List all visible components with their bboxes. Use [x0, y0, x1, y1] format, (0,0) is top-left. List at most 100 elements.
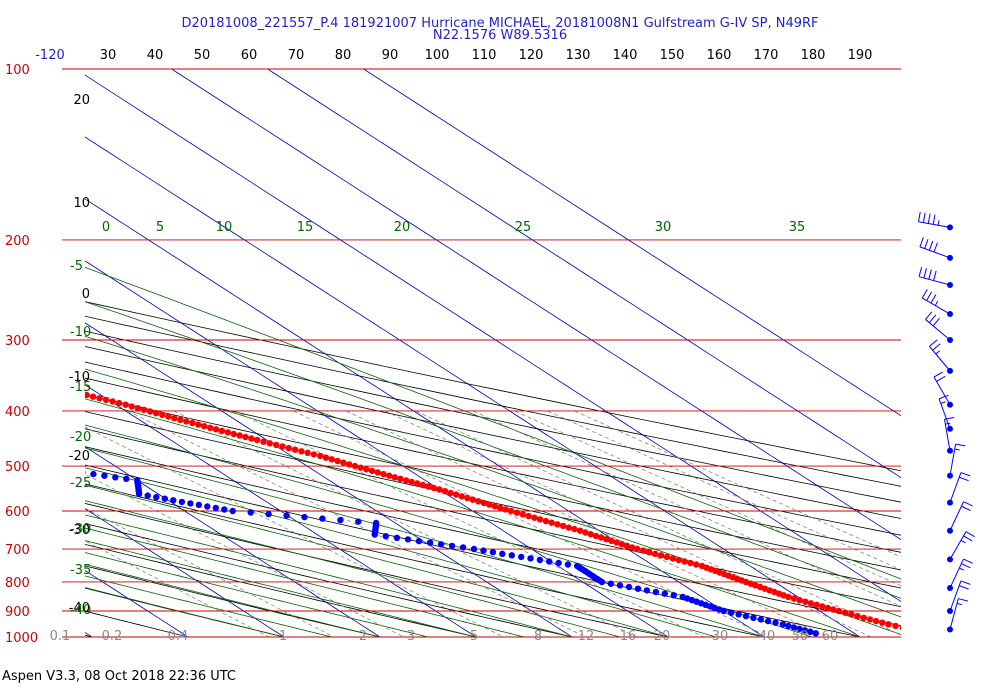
mixing-ratio-label: 1 — [279, 629, 287, 644]
temperature-point — [115, 399, 123, 407]
temperature-point — [571, 525, 578, 533]
temperature-point — [885, 621, 892, 628]
mixing-ratio-label: 30 — [712, 629, 729, 644]
temperature-point — [623, 542, 631, 549]
mixing-ratio-line — [85, 473, 404, 638]
temperature-point — [212, 426, 220, 433]
dewpoint-point — [426, 539, 434, 546]
wind-barb-flag — [928, 314, 937, 323]
isotherm-line — [85, 322, 573, 638]
dewpoint-point — [652, 588, 660, 596]
mixing-ratio-line — [574, 410, 901, 558]
dewpoint-point — [229, 507, 236, 515]
temperature-point — [548, 519, 555, 526]
dewpoint-point — [546, 558, 553, 565]
temperature-point — [230, 430, 237, 438]
wind-barb-flag — [933, 270, 937, 281]
temperature-point — [525, 512, 532, 520]
mixing-ratio-label: 2 — [359, 629, 367, 644]
dewpoint-point — [489, 549, 497, 556]
temperature-point — [854, 612, 861, 620]
dewpoint-point — [757, 616, 764, 623]
dewpoint-point — [265, 510, 272, 518]
temperature-point — [603, 536, 610, 543]
temperature-point — [848, 611, 855, 618]
dry-adiabat-line — [85, 377, 901, 553]
temperature-point — [447, 489, 454, 497]
temperature-point — [785, 593, 792, 601]
wind-barb-flag — [926, 291, 933, 301]
wind-barb-flag — [933, 242, 938, 253]
temperature-point — [334, 457, 341, 465]
isotherm-line — [85, 446, 381, 638]
dewpoint-point — [161, 495, 168, 502]
mixing-ratio-label: 20 — [654, 629, 671, 644]
temperature-point — [752, 582, 759, 589]
wind-barb-flag — [961, 505, 971, 511]
wind-barb-half-flag — [959, 567, 965, 571]
top-tick-label: 30 — [100, 48, 117, 63]
temperature-point — [634, 545, 641, 553]
wind-barb — [918, 266, 953, 288]
wind-barb-flag — [958, 598, 969, 602]
wind-barbs — [917, 211, 975, 633]
dewpoint-point — [29, 461, 35, 467]
isotherm-line — [267, 68, 901, 479]
moist-adiabat-label: 5 — [156, 220, 164, 235]
temperature-point — [657, 552, 665, 559]
dewpoint-point — [790, 624, 798, 631]
moist-adiabat-line — [85, 527, 525, 638]
chart-title: D20181008_221557_P.4 181921007 Hurricane… — [181, 16, 819, 31]
top-tick-label: 140 — [613, 48, 638, 63]
dewpoint-point — [785, 622, 792, 630]
mixing-ratio-label: 5 — [470, 629, 478, 644]
wind-barb-staff — [919, 246, 951, 259]
wind-barb-half-flag — [935, 350, 941, 355]
dry-adiabat-line — [85, 543, 477, 638]
temperature-point — [536, 516, 544, 523]
moist-adiabat-line — [85, 575, 333, 638]
top-tick-label: 70 — [288, 48, 305, 63]
temperature-point — [291, 446, 299, 453]
top-tick-label: 120 — [519, 48, 544, 63]
dry-adiabat-line — [85, 503, 669, 638]
temperature-point — [921, 629, 927, 635]
dewpoint-point — [135, 490, 143, 498]
wind-barb-flag — [923, 268, 927, 279]
wind-barb-flag — [965, 531, 975, 538]
moist-adiabat-line — [85, 335, 901, 618]
dewpoint-point — [101, 472, 108, 479]
temperature-point — [645, 549, 653, 556]
temperature-point — [183, 418, 190, 425]
moist-adiabat-line — [85, 301, 901, 599]
wind-barb — [929, 339, 953, 374]
moist-adiabat-label: 25 — [515, 220, 532, 235]
wind-barb-half-flag — [960, 539, 966, 544]
dewpoint-point — [68, 468, 74, 474]
moist-adiabat-label: 10 — [216, 220, 233, 235]
dewpoint-point — [85, 470, 86, 475]
temperature-point — [153, 410, 160, 417]
wind-barb — [947, 531, 975, 563]
dewpoint-point — [195, 501, 203, 509]
pressure-tick-label: 200 — [5, 234, 30, 249]
pressure-tick-label: 300 — [5, 334, 30, 349]
mixing-ratio-line — [473, 410, 901, 607]
temperature-point — [19, 375, 25, 381]
temperature-point — [207, 424, 214, 431]
temperature-point — [285, 444, 292, 452]
temperature-point — [513, 509, 521, 516]
top-tick-label: 100 — [425, 48, 450, 63]
dewpoint-point — [57, 466, 63, 472]
mixing-ratio-label: 0.4 — [168, 629, 189, 644]
top-tick-label: 130 — [566, 48, 591, 63]
temperature-point — [458, 493, 465, 500]
dewpoint-point — [616, 582, 624, 589]
moist-adiabat-label: -5 — [70, 259, 83, 274]
temperature-point — [675, 556, 682, 564]
mixing-ratio-line — [346, 410, 828, 638]
temperature-point — [892, 622, 899, 630]
wind-barb-flag — [921, 289, 928, 299]
wind-barb-flag — [917, 211, 921, 222]
temperature-point — [582, 529, 589, 536]
